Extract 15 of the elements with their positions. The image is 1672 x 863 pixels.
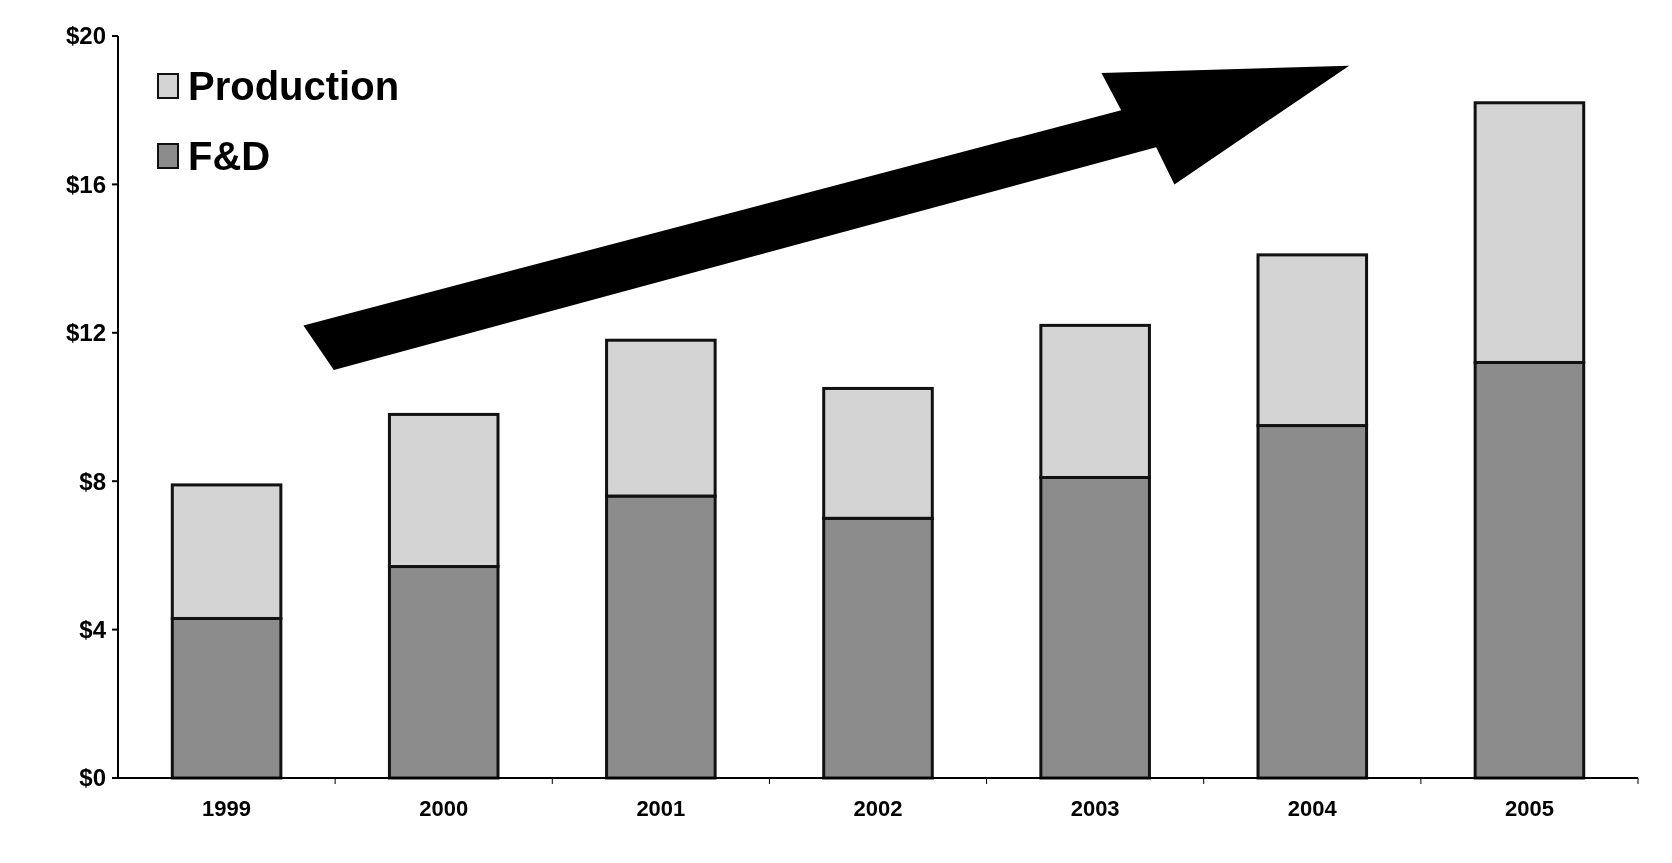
y-tick-label: $16 [65,170,106,198]
y-tick-label: $8 [79,467,106,495]
y-tick-label: $4 [79,616,107,643]
legend-label: F&D [188,134,271,178]
y-tick-label: $12 [65,319,106,347]
x-tick-label: 2000 [419,796,469,821]
y-tick-label: $0 [79,764,106,792]
x-tick-label: 1999 [202,796,252,821]
x-tick-label: 2002 [853,796,903,821]
y-tick-label: $20 [65,22,106,50]
x-tick-label: 2005 [1504,796,1554,821]
legend-label: Production [188,64,400,108]
x-tick-label: 2001 [636,796,686,821]
x-tick-label: 2003 [1070,796,1120,821]
x-tick-label: 2004 [1287,796,1338,821]
